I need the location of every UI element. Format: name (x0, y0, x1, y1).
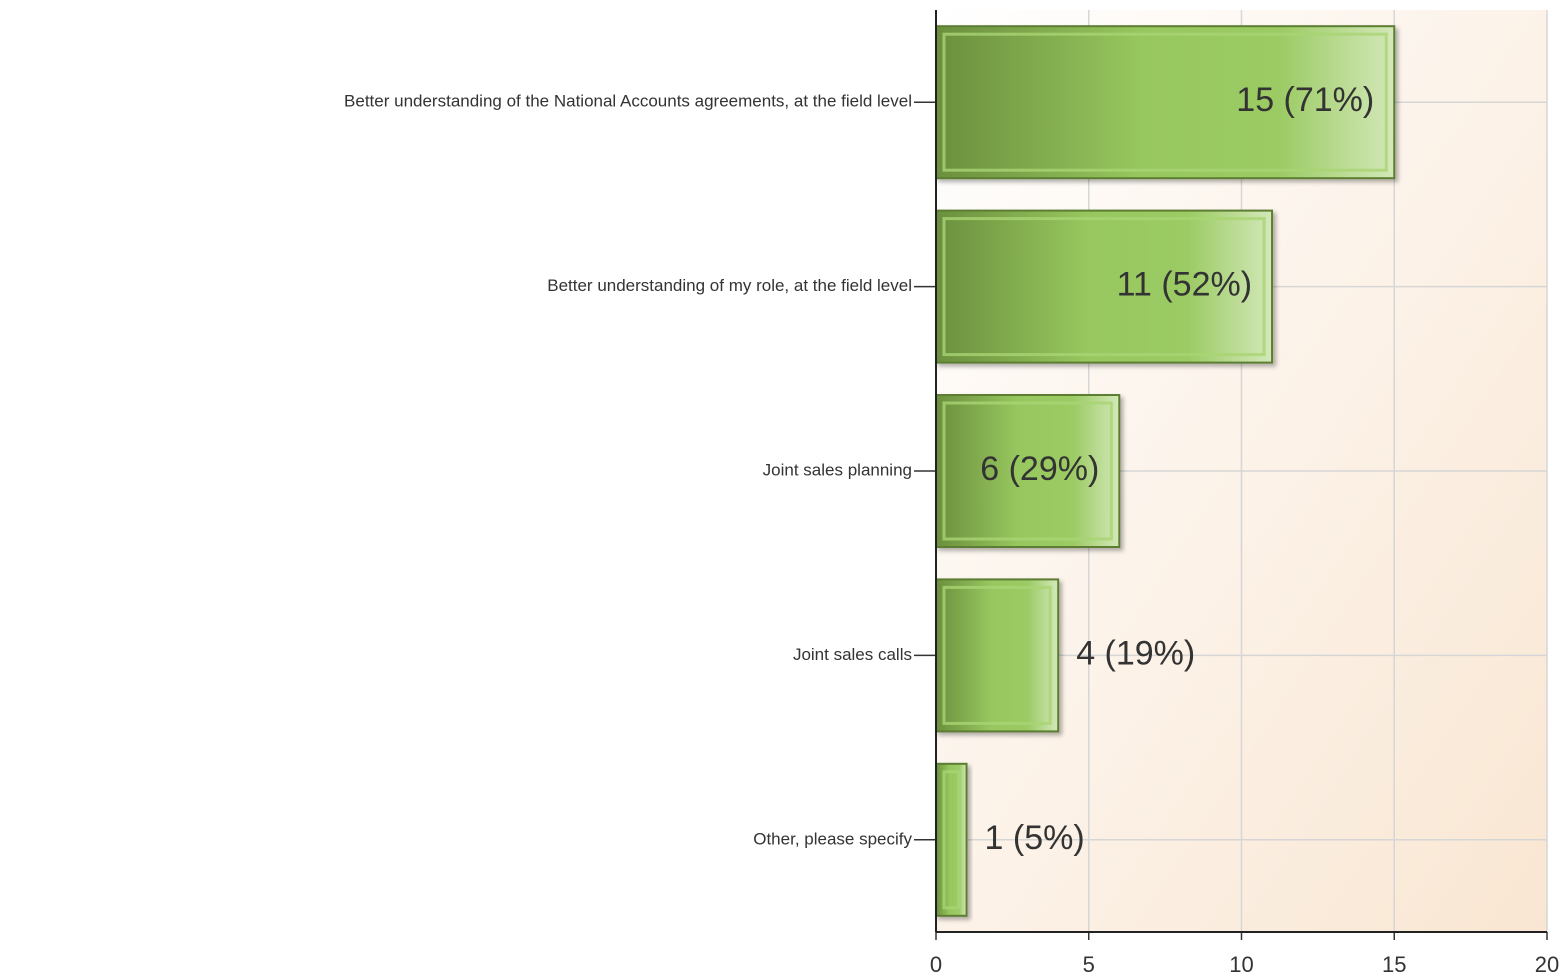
bar (935, 762, 968, 917)
y-tick-label: Better understanding of my role, at the … (547, 276, 912, 295)
bar-inner-border (942, 217, 1266, 357)
bars: 15 (71%) 11 (52%) 6 (29%) 4 (19%) 1 (5%) (935, 25, 1396, 917)
bar-inner-border (942, 32, 1388, 172)
y-tick-label: Better understanding of the National Acc… (344, 92, 912, 111)
y-tick-label: Joint sales calls (793, 645, 912, 664)
bar-inner-border (942, 585, 1052, 725)
value-label: 6 (29%) (980, 450, 1099, 488)
x-tick-label: 20 (1535, 952, 1559, 975)
y-tick-label: Joint sales planning (763, 460, 912, 479)
x-tick-label: 0 (930, 952, 942, 975)
value-label: 1 (5%) (985, 819, 1085, 857)
bar (935, 578, 1060, 733)
value-label: 4 (19%) (1076, 634, 1195, 672)
x-tick-label: 5 (1083, 952, 1095, 975)
bar (935, 25, 1396, 180)
bar (935, 209, 1274, 364)
x-tick-label: 10 (1229, 952, 1253, 975)
bar-inner-border (942, 770, 961, 910)
value-label: 15 (71%) (1236, 81, 1374, 119)
y-tick-label: Other, please specify (753, 829, 912, 848)
value-label: 11 (52%) (1117, 266, 1252, 304)
bar-inner-border (942, 401, 1113, 541)
x-tick-label: 15 (1382, 952, 1406, 975)
